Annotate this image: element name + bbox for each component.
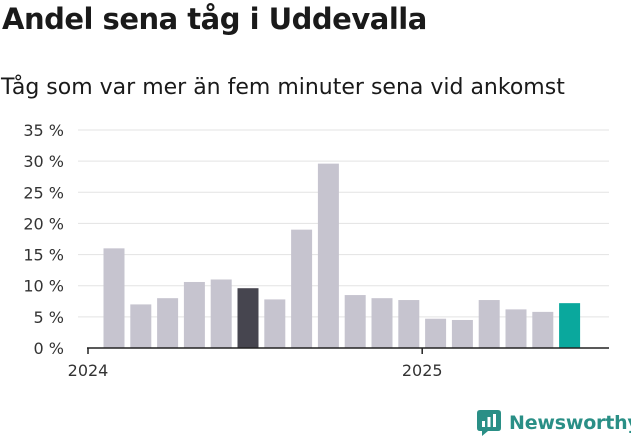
bar — [317, 163, 339, 348]
y-tick-label: 35 % — [23, 121, 64, 140]
bar — [559, 303, 581, 348]
y-tick-label: 20 % — [23, 214, 64, 233]
bar — [451, 319, 473, 348]
y-tick-label: 0 % — [34, 339, 64, 358]
bar — [425, 318, 447, 348]
bar — [157, 298, 179, 348]
bar-chart: 0 % 5 % 10 % 15 % 20 % 25 % 30 % 35 % 2024 2025 — [23, 121, 609, 380]
brand-name: Newsworthy — [509, 412, 631, 434]
chart-title: Andel sena tåg i Uddevalla — [2, 2, 427, 36]
bar — [183, 281, 205, 348]
chart-subtitle: Tåg som var mer än fem minuter sena vid … — [1, 75, 565, 100]
y-tick-label: 5 % — [34, 308, 64, 327]
y-tick-label: 15 % — [23, 246, 64, 265]
bar — [237, 288, 259, 348]
newsworthy-logo-icon — [477, 410, 501, 436]
brand-logo: Newsworthy — [476, 408, 631, 438]
bar — [210, 279, 232, 348]
x-tick-label: 2025 — [402, 361, 443, 380]
bar — [344, 295, 366, 348]
bar — [130, 304, 152, 348]
bar — [532, 311, 554, 348]
bar — [264, 299, 286, 348]
bar — [478, 300, 500, 348]
y-tick-label: 10 % — [23, 277, 64, 296]
bar — [371, 298, 393, 348]
bar — [291, 229, 313, 348]
bar — [398, 300, 420, 348]
y-tick-label: 30 % — [23, 152, 64, 171]
bar — [103, 248, 125, 348]
x-tick-label: 2024 — [68, 361, 109, 380]
y-tick-label: 25 % — [23, 183, 64, 202]
bar — [505, 309, 527, 348]
